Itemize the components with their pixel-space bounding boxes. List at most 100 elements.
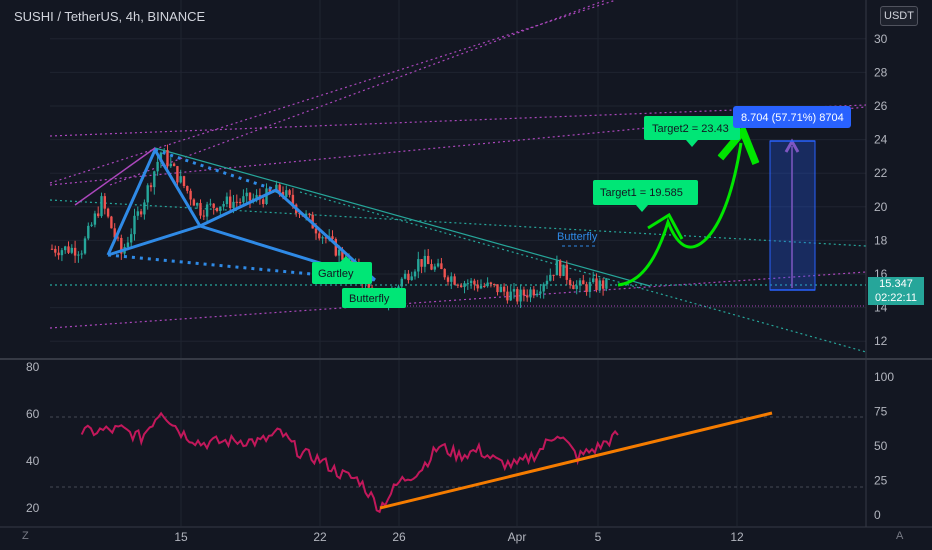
harmonic-pattern-blue[interactable] [106,146,377,282]
candle-body [575,285,578,290]
candle-body [351,258,354,266]
candle-body [57,252,60,256]
candle-body [499,286,502,293]
measure-label-box [733,106,851,128]
target2-label: Target2 = 23.43 [652,123,729,135]
candle-body [555,260,559,276]
candle-body [110,216,113,229]
gartley-pattern-legs [106,146,377,282]
butterfly-label: Butterfly [349,293,390,305]
price-tick-label: 22 [874,166,888,180]
candle-body [219,206,222,212]
fan-line-mid[interactable] [49,0,617,184]
descending-trendline[interactable] [154,147,651,287]
candle-body [60,250,64,256]
candle-body [466,283,469,285]
candle-body [54,248,57,253]
candle-body [407,273,410,281]
target2-callout[interactable]: Target2 = 23.43 [644,116,740,147]
time-tick-label: Apr [508,530,527,544]
measure-callout[interactable]: 8.704 (57.71%) 8704 [733,106,851,128]
candle-body [400,278,403,287]
time-tick-label: 26 [392,530,406,544]
candle-body [133,215,136,235]
rsi-trendline[interactable] [379,411,773,510]
gartley-callout[interactable]: Gartley [312,256,372,284]
candle-body [479,285,483,289]
candle-body [77,254,80,256]
candle-body [308,213,311,215]
candle-body [232,201,235,208]
currency-selector[interactable]: USDT [880,6,918,26]
candle-body [522,289,526,296]
butterfly-callout[interactable]: Butterfly [342,288,406,308]
price-tick-label: 20 [874,200,888,214]
candle-body [265,188,268,205]
candle-body [189,190,192,200]
target2-pointer [686,140,698,147]
candle-body [512,289,516,292]
forecast-path-arrow[interactable] [617,143,741,287]
scale-toggle-left[interactable]: Z [22,530,29,542]
gartley-label: Gartley [318,268,354,280]
candle-body [562,264,565,276]
candle-body [163,150,166,153]
candle-body [565,264,568,280]
measure-label: 8.704 (57.71%) 8704 [741,112,844,124]
candle-body [519,289,522,302]
candle-body [601,280,605,289]
butterfly-label-box [342,288,406,308]
candle-body [80,253,83,255]
candle-body [568,279,572,286]
dotted-green-decline[interactable] [299,191,867,353]
rsi-right-tick-label: 75 [874,405,888,419]
candle-body [337,249,341,256]
candle-body [443,269,446,278]
candle-body [291,194,295,205]
candle-body [106,208,110,217]
candle-body [403,273,407,279]
price-tick-label: 28 [874,65,888,79]
rsi-axis-right[interactable]: 0 25 50 75 100 [874,370,894,522]
candle-body [341,249,344,260]
candle-body [582,280,585,285]
candle-body [535,293,539,296]
measure-tool[interactable] [769,141,816,291]
candle-body [496,284,499,293]
candle-body [120,237,123,254]
pattern-leg-xb [107,224,201,257]
candle-body [245,192,248,197]
candle-body [169,163,172,167]
candle-body [473,280,476,285]
candle-body [199,203,202,216]
trend-lines [49,0,867,353]
candle-body [552,274,555,276]
fan-line-upper[interactable] [49,104,867,137]
candle-body [532,289,535,296]
candle-body [502,286,506,292]
candle-body [90,224,93,226]
candle-body [436,263,440,267]
butterfly-text-annotation[interactable]: Butterfly [557,231,598,247]
target1-callout[interactable]: Target1 = 19.585 [593,180,698,212]
candle-body [334,239,337,256]
candle-body [453,276,456,285]
price-tick-label: 24 [874,133,888,147]
fan-line-steep[interactable] [109,0,607,186]
candle-body [229,196,232,208]
time-axis[interactable]: 15 22 26 Apr 5 12 [174,530,744,544]
channel-lower-line[interactable] [49,271,867,329]
candle-body [67,246,70,253]
candle-body [572,285,575,290]
candle-body [222,203,225,207]
butterfly-text-label: Butterfly [557,231,598,243]
candle-body [285,190,288,197]
candle-body [242,196,245,203]
symbol-title[interactable]: SUSHI / TetherUS, 4h, BINANCE [14,9,206,24]
channel-upper-line[interactable] [49,106,867,186]
dotted-green-long[interactable] [49,199,867,247]
rsi-right-tick-label: 0 [874,508,881,522]
auto-scale-toggle[interactable]: A [896,530,904,542]
